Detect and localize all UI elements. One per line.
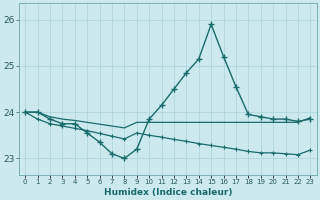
X-axis label: Humidex (Indice chaleur): Humidex (Indice chaleur) (104, 188, 232, 197)
